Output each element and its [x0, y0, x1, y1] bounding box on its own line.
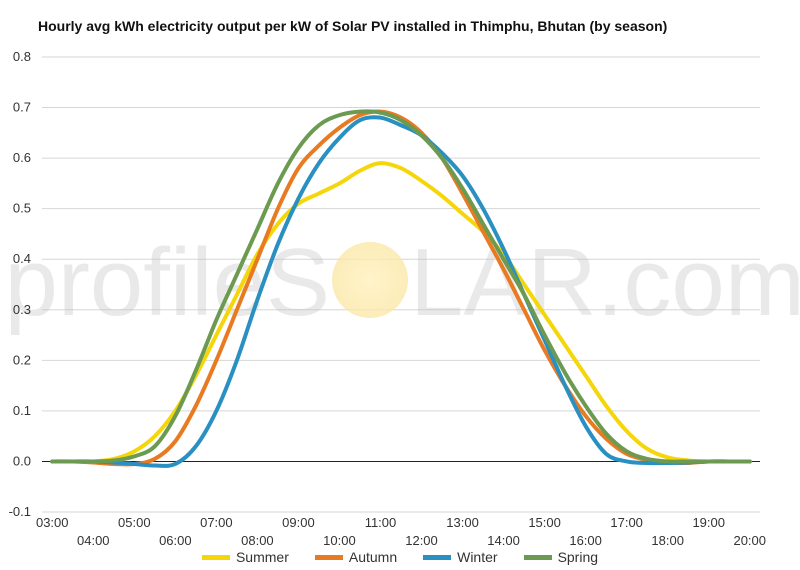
x-tick-label: 10:00	[323, 533, 356, 548]
axis-labels: -0.1 0.0 0.1 0.2 0.3 0.4 0.5 0.6 0.7 0.8 03:00 05:0…	[9, 49, 766, 548]
legend-label: Autumn	[348, 549, 398, 565]
legend-swatch	[201, 554, 230, 560]
x-tick-label: 12:00	[405, 533, 438, 548]
x-tick-label: 03:00	[36, 515, 69, 530]
legend-label: Winter	[457, 549, 498, 565]
y-tick-label: 0.6	[13, 150, 31, 165]
x-tick-label: 08:00	[241, 533, 274, 548]
x-tick-label: 15:00	[528, 515, 561, 530]
y-tick-label: 0.2	[13, 352, 31, 367]
watermark-text-right: LAR.com	[410, 229, 800, 336]
legend-item-spring: Spring	[523, 549, 599, 565]
legend-item-autumn: Autumn	[314, 549, 398, 565]
legend-label: Spring	[557, 549, 599, 565]
legend-item-winter: Winter	[423, 549, 498, 565]
x-tick-label: 13:00	[446, 515, 479, 530]
y-tick-label: 0.7	[13, 100, 31, 115]
series-line-summer	[50, 161, 752, 464]
y-tick-label: 0.0	[13, 453, 31, 468]
chart-title: Hourly avg kWh electricity output per kW…	[38, 18, 668, 34]
x-tick-label: 17:00	[610, 515, 643, 530]
watermark: profileS LAR.com	[5, 229, 800, 336]
x-tick-label: 20:00	[733, 533, 766, 548]
y-tick-label: -0.1	[9, 504, 31, 519]
y-tick-label: 0.3	[13, 302, 31, 317]
x-tick-label: 07:00	[200, 515, 233, 530]
legend-swatch	[314, 554, 343, 560]
legend-swatch	[523, 554, 552, 560]
x-tick-label: 04:00	[77, 533, 110, 548]
x-tick-label: 11:00	[365, 515, 397, 530]
legend-item-summer: Summer	[201, 549, 289, 565]
series-line-winter	[50, 115, 752, 468]
y-tick-label: 0.5	[13, 201, 31, 216]
legend-label: Summer	[235, 549, 289, 565]
gridlines	[42, 56, 760, 513]
series-lines	[50, 109, 752, 468]
watermark-text-left: profileS	[5, 229, 331, 336]
x-tick-label: 14:00	[487, 533, 520, 548]
legend: Summer Autumn Winter Spring	[0, 549, 800, 565]
series-line-spring	[50, 109, 752, 464]
x-tick-label: 09:00	[282, 515, 315, 530]
x-tick-label: 16:00	[569, 533, 602, 548]
x-tick-label: 18:00	[651, 533, 684, 548]
y-tick-label: 0.4	[13, 251, 31, 266]
x-tick-label: 06:00	[159, 533, 192, 548]
y-tick-label: 0.8	[13, 49, 31, 64]
x-tick-label: 05:00	[118, 515, 151, 530]
watermark-sun-icon	[332, 242, 408, 318]
y-tick-label: 0.1	[13, 403, 31, 418]
x-tick-label: 19:00	[692, 515, 725, 530]
legend-swatch	[423, 554, 452, 560]
